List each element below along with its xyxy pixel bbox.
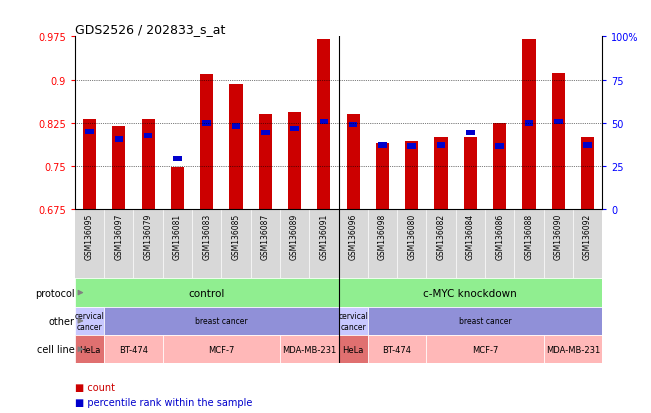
Text: GSM136096: GSM136096 (349, 213, 357, 259)
Bar (405, 142, 419, 210)
Bar (171, 168, 184, 210)
Text: GSM136091: GSM136091 (320, 213, 328, 259)
Text: ■ count: ■ count (75, 382, 115, 392)
Bar (320, 119, 328, 125)
Text: GSM136098: GSM136098 (378, 213, 387, 259)
Text: breast cancer: breast cancer (459, 317, 511, 325)
Bar (144, 133, 152, 139)
Bar (493, 124, 506, 210)
Text: cervical
cancer: cervical cancer (75, 311, 104, 331)
Bar (163, 335, 280, 363)
Bar (202, 121, 211, 126)
Bar (290, 126, 299, 132)
Bar (583, 142, 592, 148)
Bar (522, 40, 536, 210)
Bar (408, 144, 416, 150)
Bar (368, 335, 426, 363)
Bar (339, 279, 602, 307)
Text: GDS2526 / 202833_s_at: GDS2526 / 202833_s_at (75, 23, 225, 36)
Text: MCF-7: MCF-7 (472, 345, 498, 354)
Text: MDA-MB-231: MDA-MB-231 (282, 345, 337, 354)
Text: GSM136081: GSM136081 (173, 213, 182, 259)
Bar (495, 144, 504, 150)
Text: BT-474: BT-474 (383, 345, 411, 354)
Bar (554, 119, 562, 125)
Bar (75, 279, 339, 307)
Text: GSM136080: GSM136080 (408, 213, 416, 259)
Text: GSM136090: GSM136090 (554, 213, 562, 259)
Bar (466, 131, 475, 136)
Text: MDA-MB-231: MDA-MB-231 (546, 345, 600, 354)
Bar (368, 307, 602, 335)
Bar (112, 126, 126, 210)
Bar (200, 75, 214, 210)
Bar (426, 335, 544, 363)
Bar (232, 123, 240, 129)
Text: other: other (49, 316, 75, 326)
Bar (75, 335, 104, 363)
Text: HeLa: HeLa (342, 345, 364, 354)
Text: control: control (189, 288, 225, 298)
Text: GSM136085: GSM136085 (232, 213, 240, 259)
Bar (525, 121, 533, 126)
Text: GSM136082: GSM136082 (437, 213, 445, 259)
Text: cervical
cancer: cervical cancer (339, 311, 368, 331)
Text: HeLa: HeLa (79, 345, 100, 354)
Bar (288, 113, 301, 210)
Text: GSM136083: GSM136083 (202, 213, 211, 259)
Text: GSM136084: GSM136084 (466, 213, 475, 259)
Bar (339, 307, 368, 335)
Bar (581, 138, 594, 210)
Text: MCF-7: MCF-7 (208, 345, 234, 354)
Bar (85, 129, 94, 135)
Bar (104, 307, 339, 335)
Text: GSM136088: GSM136088 (525, 213, 533, 259)
Bar (349, 122, 357, 128)
Text: GSM136095: GSM136095 (85, 213, 94, 259)
Bar (317, 40, 331, 210)
Text: BT-474: BT-474 (119, 345, 148, 354)
Bar (75, 307, 104, 335)
Bar (434, 138, 448, 210)
Bar (346, 115, 360, 210)
Bar (376, 144, 389, 210)
Text: GSM136089: GSM136089 (290, 213, 299, 259)
Text: protocol: protocol (35, 288, 75, 298)
Text: GSM136086: GSM136086 (495, 213, 504, 259)
Bar (258, 115, 272, 210)
Text: c-MYC knockdown: c-MYC knockdown (423, 288, 518, 298)
Text: GSM136079: GSM136079 (144, 213, 152, 259)
Bar (437, 143, 445, 149)
Bar (280, 335, 339, 363)
Bar (378, 143, 387, 149)
Bar (339, 335, 368, 363)
Bar (173, 156, 182, 162)
Bar (544, 335, 602, 363)
Bar (141, 119, 155, 210)
Text: ■ percentile rank within the sample: ■ percentile rank within the sample (75, 397, 252, 407)
Bar (83, 119, 96, 210)
Text: GSM136092: GSM136092 (583, 213, 592, 259)
Bar (551, 74, 565, 210)
Bar (464, 138, 477, 210)
Text: GSM136087: GSM136087 (261, 213, 270, 259)
Bar (115, 137, 123, 142)
Text: breast cancer: breast cancer (195, 317, 247, 325)
Text: cell line: cell line (37, 344, 75, 354)
Bar (229, 84, 243, 210)
Bar (261, 131, 270, 136)
Text: GSM136097: GSM136097 (115, 213, 123, 259)
Bar (104, 335, 163, 363)
